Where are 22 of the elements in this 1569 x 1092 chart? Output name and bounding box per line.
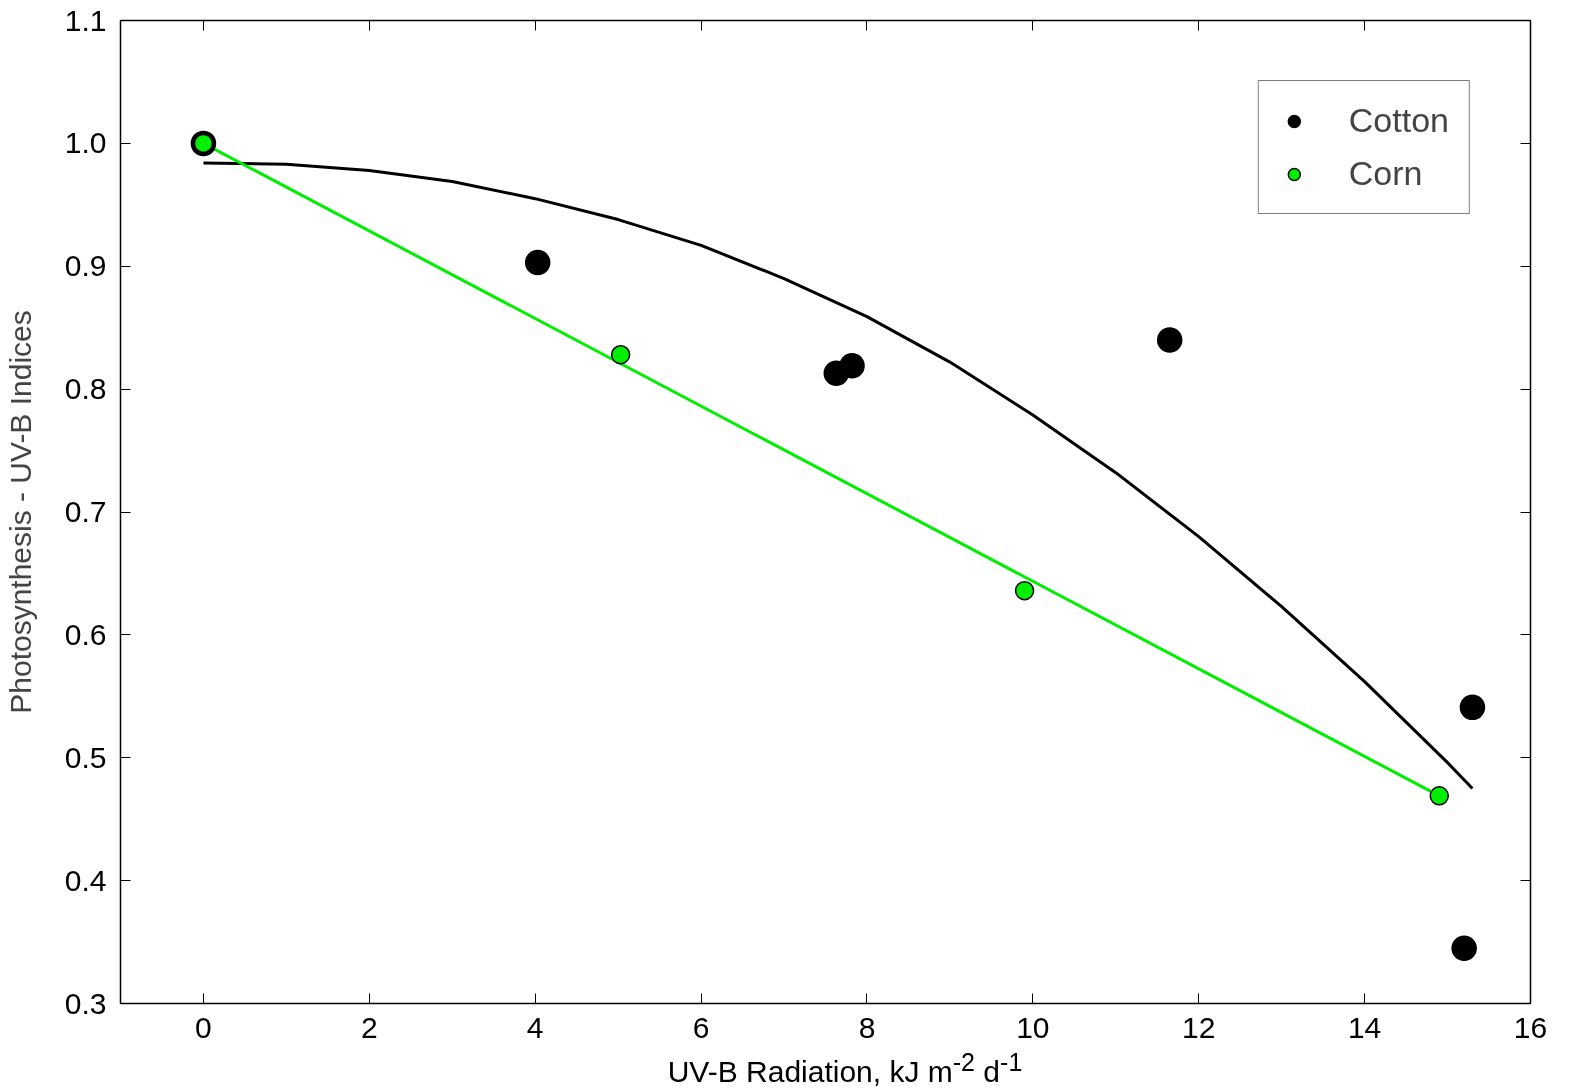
y-tick-label: 0.4 xyxy=(64,863,107,897)
x-tick-label: 6 xyxy=(692,1010,710,1044)
y-axis-title: Photosynthesis - UV-B Indices xyxy=(3,310,37,714)
y-tick-label: 0.8 xyxy=(64,372,107,406)
y-tick-label: 0.5 xyxy=(64,740,107,774)
x-tick-label: 0 xyxy=(195,1010,212,1044)
y-tick-label: 0.6 xyxy=(64,617,107,651)
x-tick-label: 8 xyxy=(858,1010,876,1044)
y-tick-label: 0.7 xyxy=(64,495,107,528)
x-tick-label: 2 xyxy=(360,1010,378,1044)
y-tick-label: 1.0 xyxy=(64,126,107,160)
x-tick-label: 4 xyxy=(526,1010,544,1044)
x-tick-label: 14 xyxy=(1347,1010,1382,1044)
y-tick-label: 0.9 xyxy=(64,249,107,283)
x-tick-label: 12 xyxy=(1182,1010,1216,1044)
x-tick-label: 16 xyxy=(1513,1010,1548,1044)
x-tick-label: 10 xyxy=(1016,1010,1050,1044)
legend-label: Corn xyxy=(1348,154,1423,193)
x-axis-title: UV-B Radiation, kJ m$^{-2}$ d$^{-1}$ xyxy=(666,1047,1024,1090)
y-tick-label: 1.1 xyxy=(64,3,107,37)
legend-label: Cotton xyxy=(1348,101,1449,140)
y-tick-label: 0.3 xyxy=(64,986,107,1020)
